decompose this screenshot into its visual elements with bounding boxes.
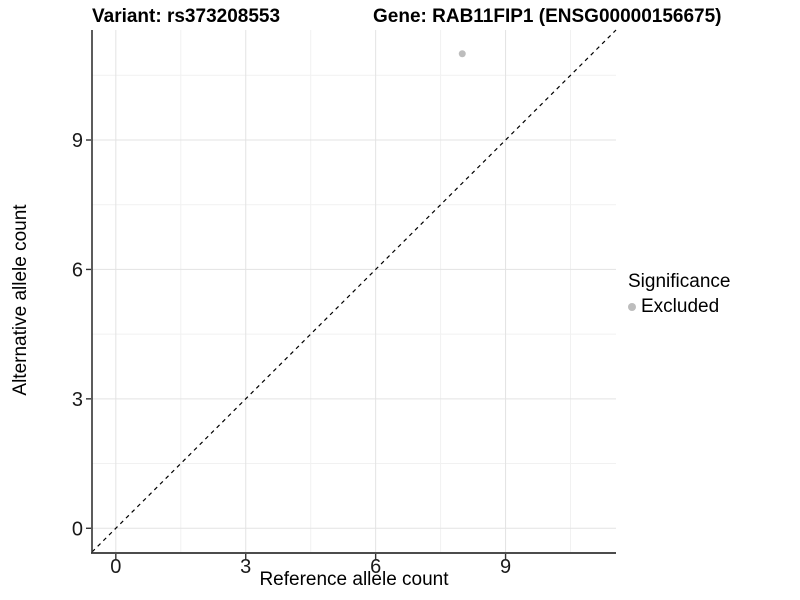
x-tick-label: 3 [240,556,251,578]
x-tick-label: 6 [370,556,381,578]
identity-reference-line [91,29,617,553]
legend-item-label: Excluded [641,296,720,317]
x-axis-title: Reference allele count [259,569,449,590]
y-tick-label: 9 [72,130,83,152]
legend-item-excluded: Excluded [628,296,730,318]
data-point-excluded [458,50,466,58]
plot-title-gene: Gene: RAB11FIP1 (ENSG00000156675) [373,6,722,27]
plot-title-variant: Variant: rs373208553 [92,6,281,27]
x-tick-label: 9 [500,556,511,578]
y-tick-label: 3 [72,389,83,411]
x-tick-label: 0 [110,556,121,578]
y-tick-label: 6 [72,259,83,281]
y-tick-label: 0 [72,518,83,540]
legend-point-icon [628,303,636,311]
legend-title: Significance [628,271,731,292]
legend: Significance Excluded [628,271,730,318]
